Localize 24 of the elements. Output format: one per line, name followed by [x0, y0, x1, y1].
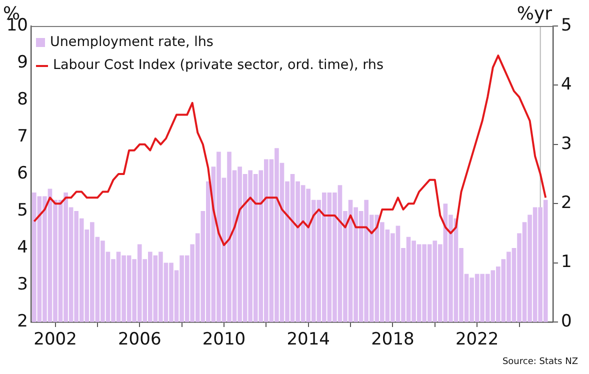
y2-tick-label: 3 [561, 134, 572, 154]
y-tick-label: 4 [17, 237, 28, 258]
y-tick-label: 5 [17, 200, 28, 220]
y2-axis-title: %yr [516, 4, 553, 25]
legend-label: Unemployment rate, lhs [50, 33, 214, 52]
y2-tick-label: 1 [561, 252, 572, 272]
source-note: Source: Stats NZ [502, 357, 578, 367]
y-tick-label: 3 [17, 274, 28, 294]
y-tick-label: 2 [17, 311, 28, 332]
x-tick-label: 2022 [455, 330, 499, 350]
y-tick-label: 7 [17, 126, 28, 146]
y-tick-label: 6 [17, 163, 28, 184]
x-tick-label: 2010 [202, 330, 246, 350]
y-tick-label: 8 [17, 89, 28, 110]
y2-tick-label: 0 [561, 311, 572, 332]
x-tick-label: 2014 [286, 330, 330, 350]
legend-label: Labour Cost Index (private sector, ord. time), rhs [53, 56, 384, 75]
x-tick-label: 2006 [118, 330, 162, 350]
y2-tick-label: 4 [561, 74, 572, 95]
x-tick-label: 2002 [34, 330, 77, 350]
y2-tick-label: 2 [561, 193, 572, 214]
y-tick-label: 9 [17, 52, 28, 72]
x-tick-label: 2018 [371, 330, 414, 350]
y2-tick-label: 5 [561, 15, 572, 36]
